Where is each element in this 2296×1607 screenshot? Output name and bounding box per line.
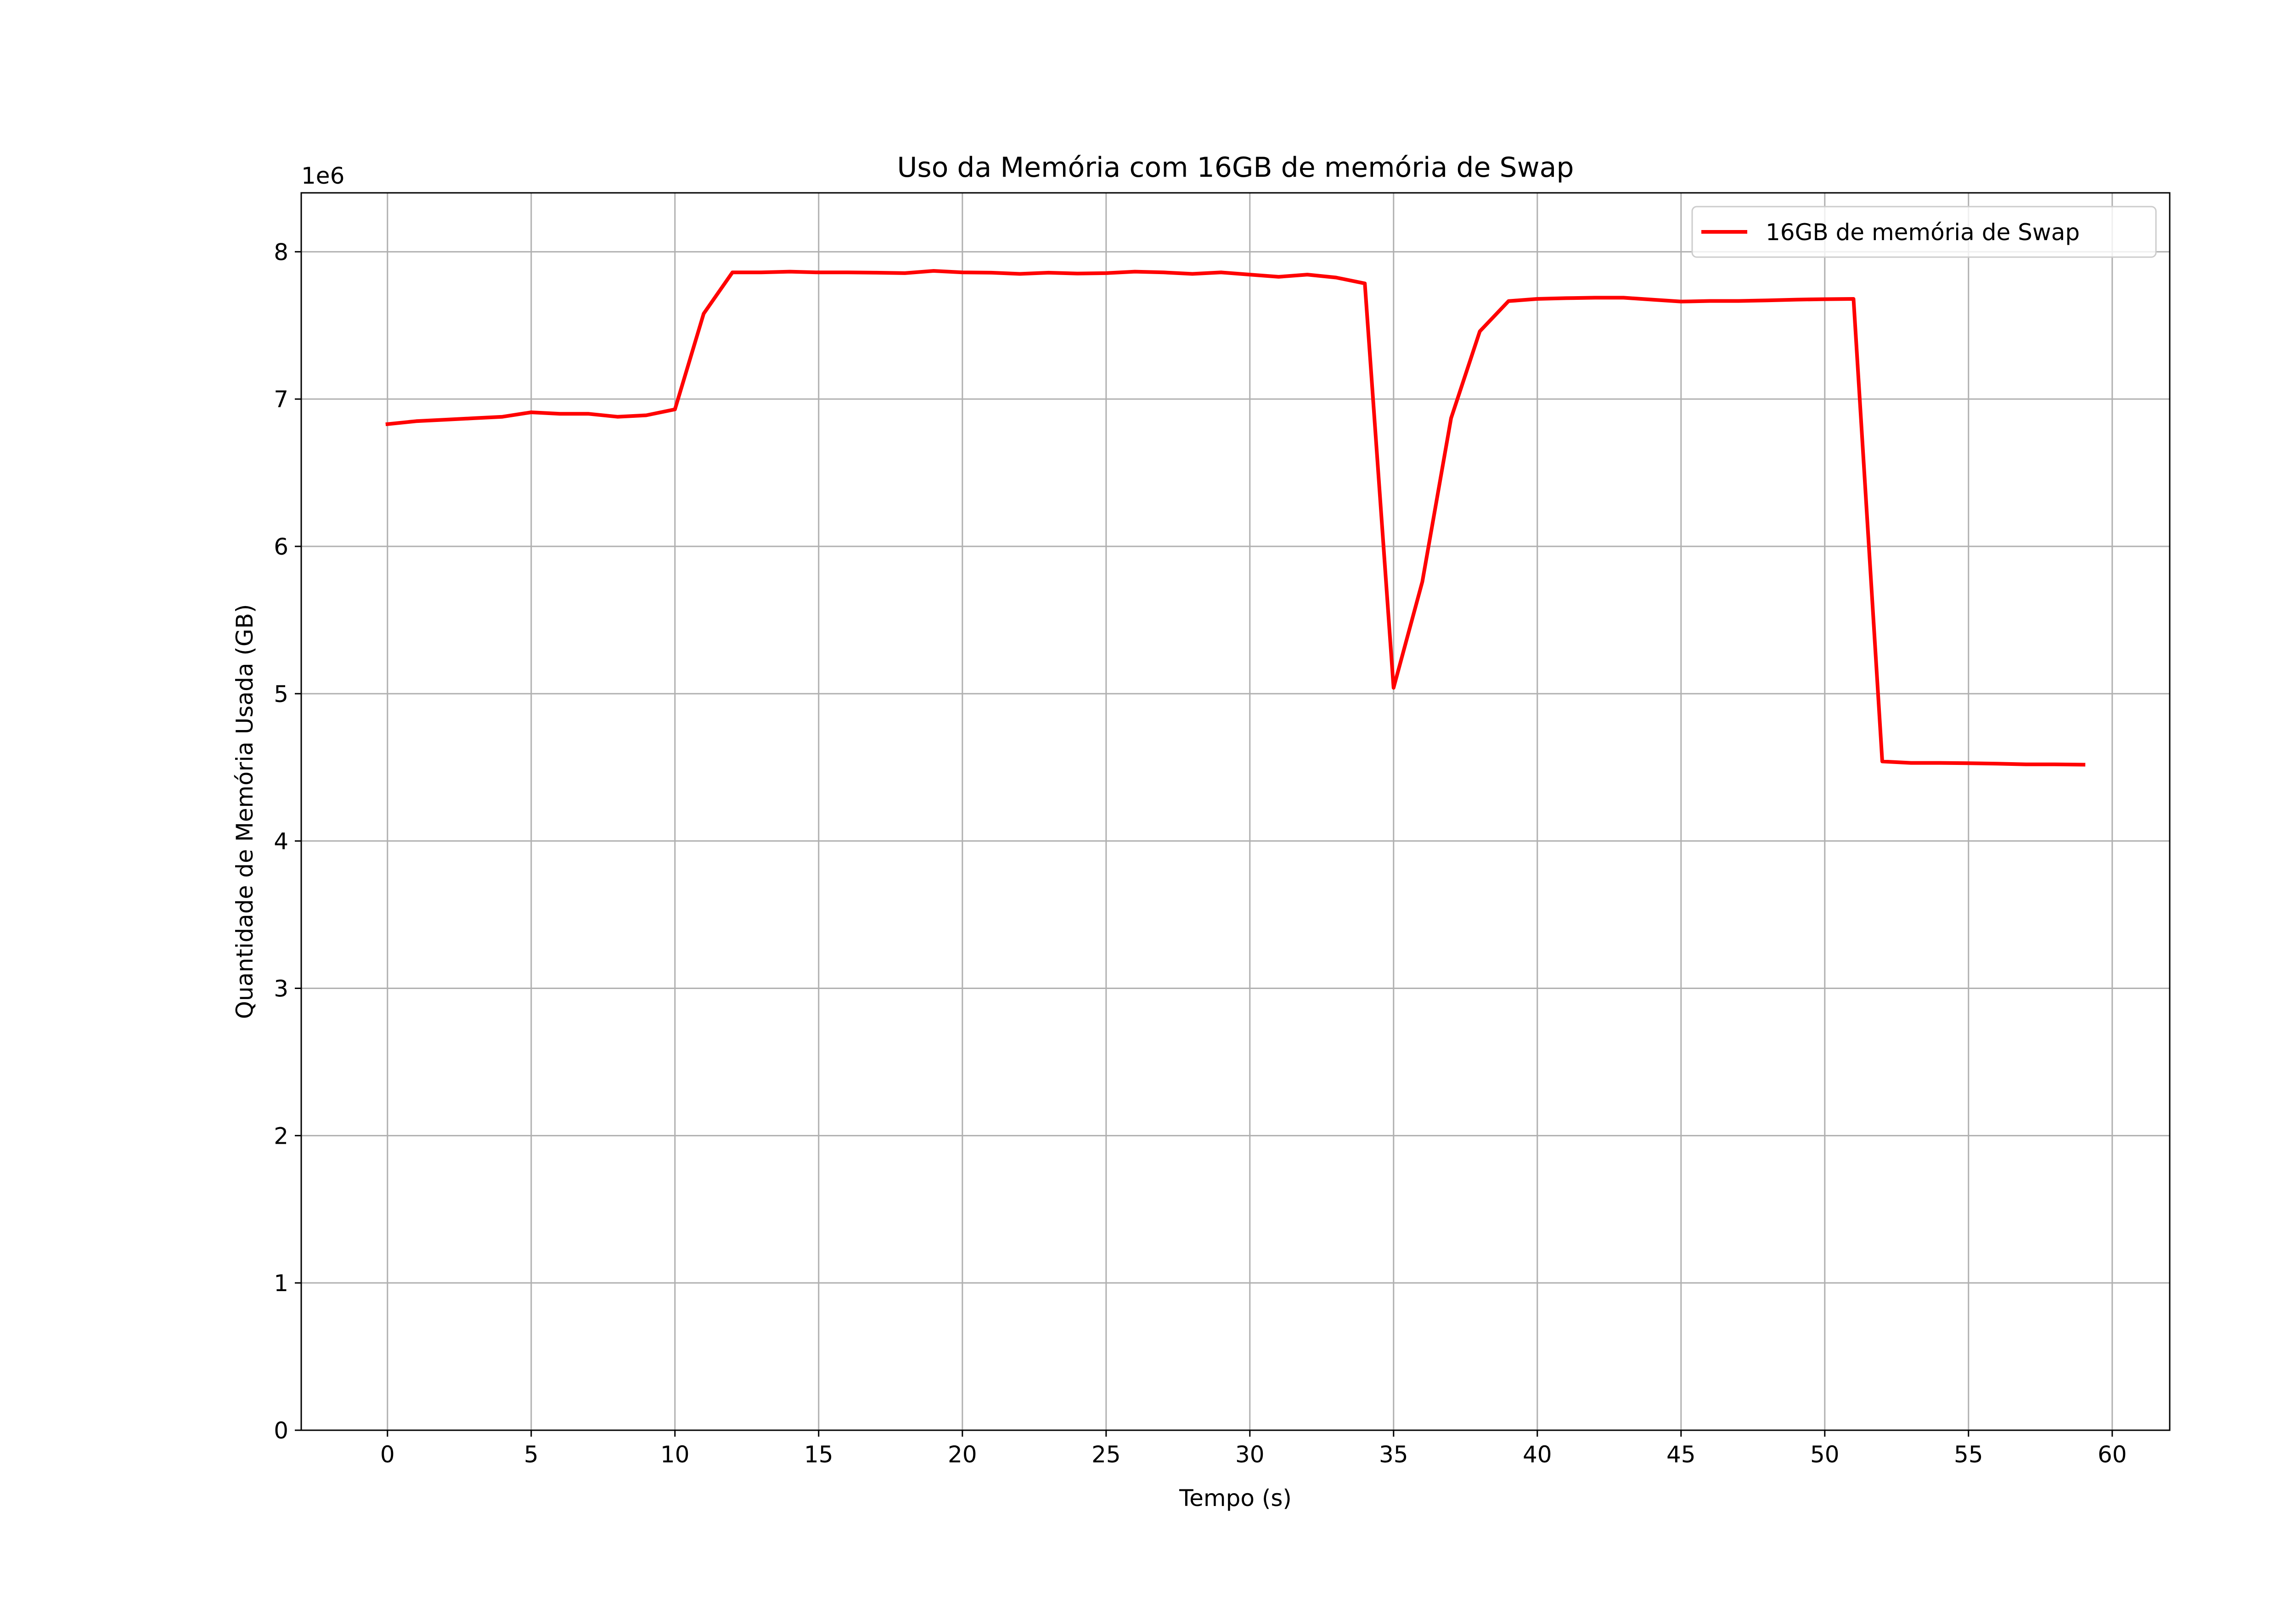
y-tick-label: 0 [274, 1417, 288, 1444]
y-tick-label: 3 [274, 976, 288, 1002]
x-tick-label: 60 [2098, 1441, 2127, 1468]
y-tick-label: 5 [274, 681, 288, 708]
x-tick-label: 45 [1666, 1441, 1696, 1468]
y-tick-label: 2 [274, 1123, 288, 1149]
x-tick-label: 50 [1810, 1441, 1840, 1468]
x-tick-label: 35 [1379, 1441, 1408, 1468]
y-tick-label: 6 [274, 534, 288, 560]
y-axis-offset-text: 1e6 [301, 163, 344, 189]
x-tick-label: 55 [1954, 1441, 1983, 1468]
x-tick-label: 10 [660, 1441, 690, 1468]
y-tick-label: 7 [274, 386, 288, 413]
series-layer [385, 269, 2086, 767]
x-tick-label: 40 [1523, 1441, 1552, 1468]
x-axis-ticks: 0 5 10 15 20 25 30 35 40 45 50 55 60 [380, 1430, 2127, 1468]
y-tick-label: 4 [274, 828, 288, 855]
x-tick-label: 30 [1235, 1441, 1265, 1468]
plot-frame [300, 192, 2171, 1431]
x-axis-label: Tempo (s) [1179, 1485, 1292, 1511]
y-axis-label: Quantidade de Memória Usada (GB) [231, 604, 258, 1019]
legend: 16GB de memória de Swap [1691, 206, 2157, 258]
gridlines [301, 193, 2170, 1431]
series-line [385, 269, 2086, 767]
y-tick-label: 1 [274, 1270, 288, 1297]
chart-title: Uso da Memória com 16GB de memória de Sw… [897, 152, 1574, 184]
x-tick-label: 0 [380, 1441, 395, 1468]
legend-box [1691, 206, 2157, 258]
x-tick-label: 5 [524, 1441, 539, 1468]
x-tick-label: 20 [948, 1441, 977, 1468]
y-axis-ticks: 0 1 2 3 4 5 6 7 8 [274, 239, 301, 1444]
legend-label: 16GB de memória de Swap [1766, 219, 2080, 246]
x-tick-label: 15 [804, 1441, 833, 1468]
x-tick-label: 25 [1092, 1441, 1121, 1468]
y-tick-label: 8 [274, 239, 288, 265]
